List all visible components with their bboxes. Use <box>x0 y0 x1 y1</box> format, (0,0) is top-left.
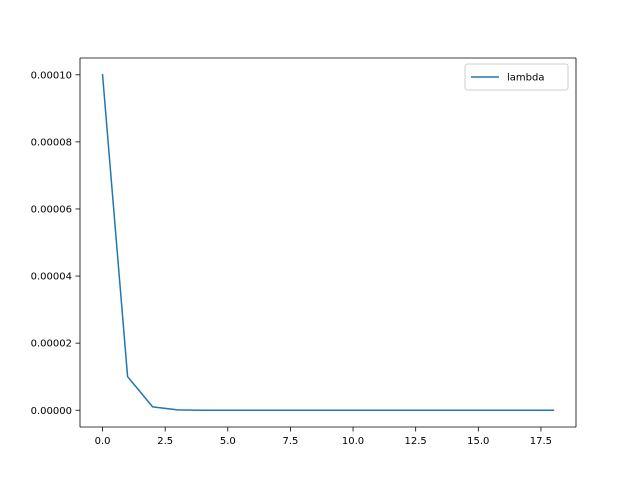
y-tick-label: 0.00004 <box>31 272 72 283</box>
legend-label: lambda <box>507 73 544 84</box>
x-tick-label: 15.0 <box>467 436 489 447</box>
x-tick-label: 12.5 <box>405 436 427 447</box>
y-tick-label: 0.00002 <box>31 339 72 350</box>
legend: lambda <box>464 63 569 91</box>
x-tick-label: 7.5 <box>282 436 298 447</box>
x-tick-label: 10.0 <box>342 436 364 447</box>
y-tick-label: 0.00006 <box>31 205 72 216</box>
x-tick-label: 5.0 <box>220 436 236 447</box>
y-tick-label: 0.00000 <box>31 406 72 417</box>
y-tick-label: 0.00008 <box>31 137 72 148</box>
legend-box <box>464 63 569 91</box>
y-tick-label: 0.00010 <box>31 70 72 81</box>
x-tick-label: 0.0 <box>95 436 111 447</box>
x-tick-label: 17.5 <box>530 436 552 447</box>
axes: 0.0 2.5 5.0 7.5 10.0 12.5 15.0 17.5 0.00000 0.000… <box>31 57 577 447</box>
x-tick-label: 2.5 <box>157 436 173 447</box>
series-line-lambda <box>101 73 555 411</box>
plot-area <box>101 73 555 411</box>
